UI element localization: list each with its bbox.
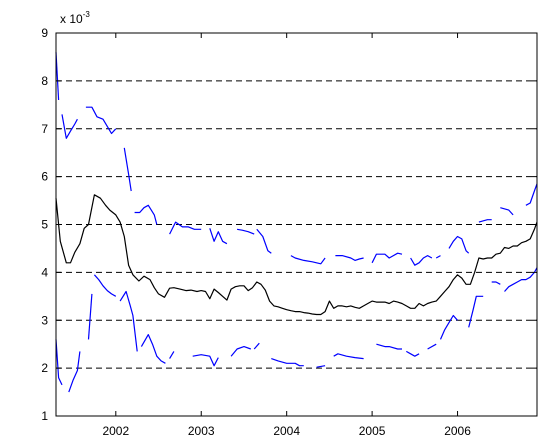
series-line-upper bbox=[85, 106, 117, 135]
series-line-upper bbox=[134, 204, 158, 225]
series-line-upper bbox=[500, 207, 514, 216]
series-line-lower bbox=[253, 342, 260, 350]
y-scale-base: x 10 bbox=[60, 12, 83, 26]
series-line-lower bbox=[169, 351, 175, 359]
y-tick-label: 3 bbox=[41, 313, 48, 327]
series-line-upper bbox=[169, 221, 202, 235]
series-line-upper bbox=[448, 235, 470, 254]
y-scale-exponent: -3 bbox=[83, 10, 91, 19]
y-tick-label: 1 bbox=[41, 409, 48, 423]
series-line-lower bbox=[504, 267, 538, 292]
series-line-lower bbox=[119, 290, 138, 352]
series-line-lower bbox=[468, 295, 484, 328]
series-line-lower bbox=[230, 346, 251, 357]
x-tick-label: 2002 bbox=[102, 424, 129, 437]
series-line-upper bbox=[410, 255, 433, 266]
y-tick-label: 4 bbox=[41, 265, 48, 279]
series-line-upper bbox=[209, 228, 228, 245]
y-tick-label: 9 bbox=[41, 26, 48, 40]
x-axis: 2002 2003 2004 2005 2006 bbox=[102, 33, 471, 437]
series-line-upper bbox=[525, 183, 538, 206]
series-line-lower bbox=[376, 343, 402, 350]
series-line-upper bbox=[123, 147, 132, 192]
series-line-lower bbox=[192, 354, 219, 367]
series-line-upper bbox=[290, 255, 326, 265]
x-tick-label: 2006 bbox=[444, 424, 471, 437]
y-tick-label: 7 bbox=[41, 122, 48, 136]
series-line-upper bbox=[335, 255, 364, 261]
y-scale-multiplier: x 10-3 bbox=[60, 10, 90, 26]
series-line-upper bbox=[478, 219, 492, 223]
series-line-upper bbox=[435, 255, 441, 259]
y-tick-label: 6 bbox=[41, 170, 48, 184]
x-tick-label: 2004 bbox=[273, 424, 300, 437]
y-tick-label: 2 bbox=[41, 361, 48, 375]
series-line-upper bbox=[61, 114, 78, 139]
series-line-upper bbox=[236, 228, 255, 235]
series-line-lower bbox=[93, 274, 117, 297]
series-line-upper bbox=[371, 252, 403, 264]
series-line-estimate bbox=[55, 194, 538, 316]
series-line-lower bbox=[87, 293, 93, 340]
y-tick-label: 8 bbox=[41, 74, 48, 88]
x-tick-label: 2005 bbox=[359, 424, 386, 437]
series-line-lower bbox=[271, 358, 304, 367]
y-tick-label: 5 bbox=[41, 218, 48, 232]
series-line-lower bbox=[68, 351, 81, 393]
series-line-lower bbox=[439, 314, 458, 340]
series-line-upper bbox=[256, 228, 272, 254]
series-line-lower bbox=[406, 350, 420, 357]
y-axis: 1 2 3 4 5 6 7 8 9 bbox=[41, 26, 537, 423]
series-line-lower bbox=[316, 365, 326, 368]
series-line-lower bbox=[491, 281, 501, 285]
series-line-lower bbox=[140, 334, 166, 364]
series-line-lower bbox=[55, 339, 63, 386]
series-line-lower bbox=[427, 343, 437, 350]
series-line-lower bbox=[333, 353, 364, 360]
x-tick-label: 2003 bbox=[188, 424, 215, 437]
